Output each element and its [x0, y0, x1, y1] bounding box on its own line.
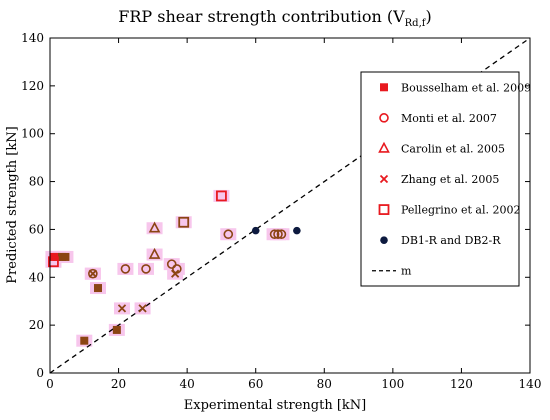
y-tick-label: 40: [29, 270, 44, 284]
point-highlights: [45, 189, 290, 347]
point-highlight: [138, 262, 154, 275]
legend-marker-pellegrino-et-al-2002: [378, 204, 390, 215]
y-tick-label: 140: [21, 31, 44, 45]
data-point-zhang-et-al-2005: [88, 269, 97, 278]
data-point-monti-et-al-2007: [276, 229, 287, 240]
data-point-bousselham-et-al-2009: [61, 252, 70, 261]
data-point-db1-r-and-db2-r: [251, 226, 260, 235]
x-tick-label: 40: [180, 377, 195, 391]
chart-title-main: FRP shear strength contribution (V: [118, 7, 405, 26]
y-tick-label: 60: [29, 222, 44, 236]
data-point-zhang-et-al-2005: [117, 304, 127, 313]
data-point-monti-et-al-2007: [141, 264, 151, 274]
legend-label-carolin-et-al-2005: Carolin et al. 2005: [401, 142, 505, 155]
data-point-monti-et-al-2007: [120, 264, 131, 274]
x-tick-label: 80: [317, 377, 332, 391]
legend-label-pellegrino-et-al-2002: Pellegrino et al. 2002: [401, 204, 520, 217]
legend-label-db1-r-and-db2-r: DB1-R and DB2-R: [401, 234, 501, 247]
plot-frame: [49, 37, 531, 374]
data-point-bousselham-et-al-2009: [80, 336, 89, 345]
y-tick-label: 100: [21, 127, 44, 141]
data-point-pellegrino-et-al-2002: [216, 190, 227, 202]
x-tick-label: 0: [46, 377, 54, 391]
legend-label-bousselham-et-al-2009: Bousselham et al. 2009: [401, 81, 531, 94]
x-tick-label: 100: [381, 377, 404, 391]
y-tick-label: 120: [21, 79, 44, 93]
chart-title-sub: Rd,f: [405, 18, 427, 29]
legend-marker-monti-et-al-2007: [379, 113, 389, 123]
legend-label-m: m: [401, 265, 412, 278]
legend-box: [360, 71, 520, 287]
y-tick-label: 20: [29, 318, 44, 332]
x-tick-label: 60: [248, 377, 263, 391]
chart-title-end: ): [425, 7, 431, 26]
y-tick-label: 0: [36, 366, 44, 380]
legend-label-zhang-et-al-2005: Zhang et al. 2005: [401, 173, 499, 186]
data-points: [48, 190, 301, 345]
data-point-monti-et-al-2007: [166, 259, 177, 269]
chart-title: FRP shear strength contribution (VRd,f): [118, 7, 431, 29]
data-point-monti-et-al-2007: [223, 229, 234, 240]
data-point-zhang-et-al-2005: [138, 304, 147, 313]
data-point-monti-et-al-2007: [269, 229, 280, 240]
x-tick-label: 140: [519, 377, 542, 391]
x-axis-label: Experimental strength [kN]: [184, 398, 367, 413]
legend-label-monti-et-al-2007: Monti et al. 2007: [401, 112, 497, 125]
legend: Bousselham et al. 2009 Monti et al. 2007 C…: [360, 71, 531, 287]
plot-area: 0 20 40 60 80 100 120 140 0 20 40 60 80 100 120 140: [21, 31, 541, 391]
x-tick-label: 20: [111, 377, 126, 391]
data-point-monti-et-al-2007: [273, 229, 283, 240]
legend-marker-carolin-et-al-2005: [378, 141, 390, 153]
data-point-carolin-et-al-2005: [148, 247, 161, 259]
data-point-zhang-et-al-2005: [171, 269, 180, 278]
x-tick-label: 120: [450, 377, 473, 391]
data-point-db1-r-and-db2-r: [293, 226, 301, 235]
x-axis: 0 20 40 60 80 100 120 140: [46, 38, 541, 391]
data-point-pellegrino-et-al-2002: [48, 256, 59, 268]
legend-marker-db1-r-and-db2-r: [380, 236, 388, 244]
data-point-monti-et-al-2007: [88, 268, 98, 279]
data-point-carolin-et-al-2005: [148, 221, 161, 233]
point-highlight: [220, 228, 237, 241]
point-highlight: [117, 262, 134, 275]
legend-marker-zhang-et-al-2005: [379, 174, 389, 184]
legend-marker-bousselham-et-al-2009: [380, 83, 388, 92]
data-point-bousselham-et-al-2009: [112, 325, 121, 334]
y-tick-label: 80: [29, 175, 44, 189]
data-point-bousselham-et-al-2009: [94, 284, 102, 293]
y-axis-label: Predicted strength [kN]: [5, 126, 20, 283]
data-point-pellegrino-et-al-2002: [178, 216, 190, 228]
y-axis: 0 20 40 60 80 100 120 140: [21, 31, 530, 380]
